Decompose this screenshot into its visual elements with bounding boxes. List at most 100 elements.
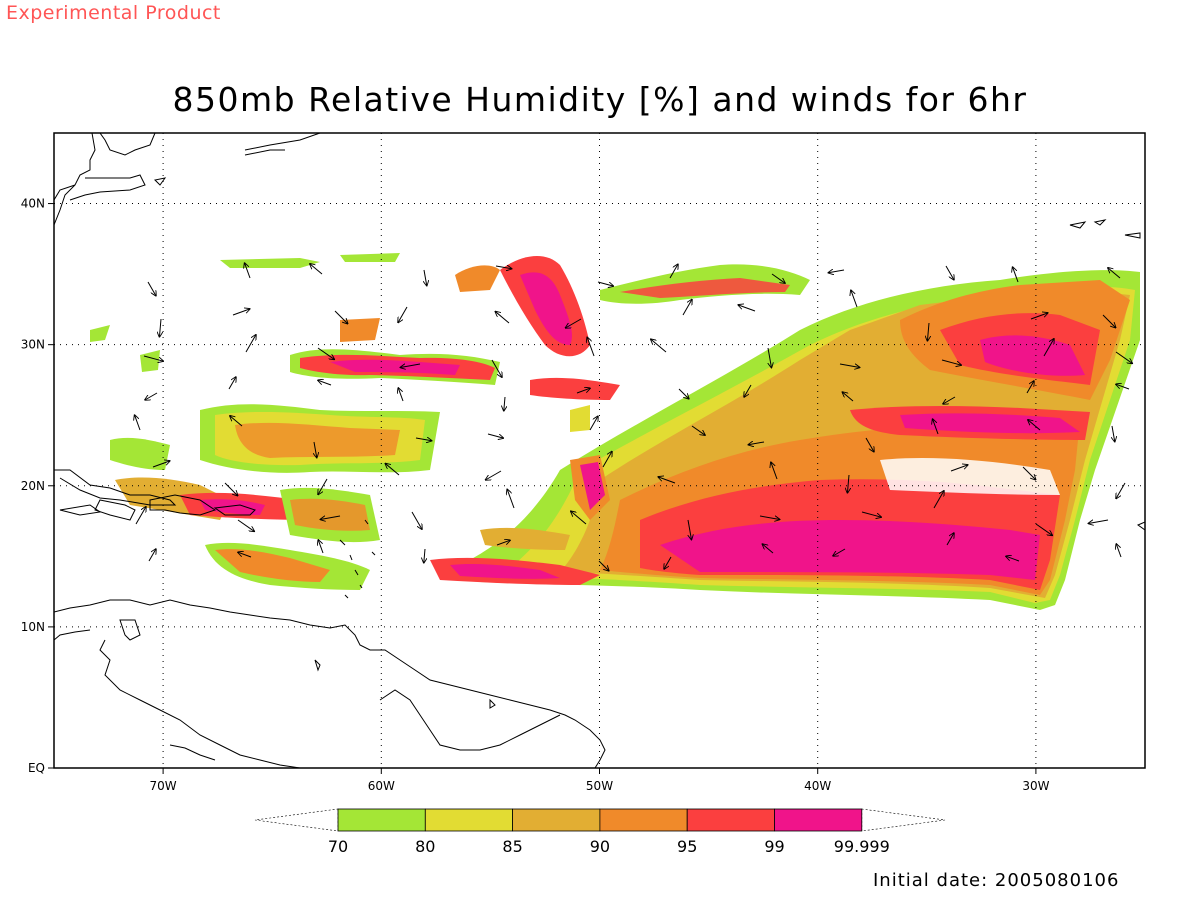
wind-arrow <box>318 540 324 554</box>
wind-arrow <box>1116 482 1126 499</box>
wind-arrow <box>320 515 341 519</box>
colorbar-label: 99.999 <box>834 837 890 856</box>
wind-arrow <box>400 363 421 367</box>
colorbar-label: 90 <box>590 837 610 856</box>
wind-arrow <box>496 540 510 546</box>
wind-arrow <box>1116 384 1130 390</box>
wind-arrow <box>148 549 156 562</box>
wind-arrow <box>833 548 846 556</box>
latitude-ticks: 40N 30N 20N 10N EQ <box>21 197 54 775</box>
wind-arrow <box>1022 466 1036 480</box>
wind-arrow <box>565 318 582 328</box>
map-title: 850mb Relative Humidity [%] and winds fo… <box>172 80 1028 119</box>
wind-arrow <box>682 299 692 316</box>
wind-arrow <box>1043 339 1054 357</box>
wind-arrow <box>839 363 860 367</box>
wind-arrow <box>398 306 408 323</box>
wind-arrow <box>678 388 689 399</box>
wind-arrow <box>589 416 598 431</box>
wind-arrow <box>1115 351 1132 363</box>
wind-arrow <box>237 519 254 531</box>
wind-arrow <box>1006 556 1020 562</box>
wind-arrow <box>232 309 250 316</box>
wind-arrow <box>228 377 236 390</box>
wind-vectors <box>135 263 1133 571</box>
wind-arrow <box>491 359 502 377</box>
wind-arrow <box>687 519 691 540</box>
colorbar: 70 80 85 90 95 99 99.999 <box>254 808 946 856</box>
wind-arrow <box>762 544 774 554</box>
colorbar-label: 80 <box>415 837 435 856</box>
colorbar-swatch <box>512 808 601 832</box>
wind-arrow <box>933 491 944 509</box>
wind-arrow <box>398 388 404 402</box>
wind-arrow <box>1026 381 1034 394</box>
wind-arrow <box>771 462 778 480</box>
wind-arrow <box>245 263 251 279</box>
lat-tick-label: 30N <box>21 338 45 352</box>
lon-tick-label: 30W <box>1022 779 1049 793</box>
wind-arrow <box>651 339 667 353</box>
colorbar-swatch <box>686 808 775 832</box>
colorbar-swatch <box>337 808 426 832</box>
lon-tick-label: 40W <box>804 779 831 793</box>
lon-tick-label: 60W <box>368 779 395 793</box>
wind-arrow <box>238 552 252 558</box>
wind-arrow <box>310 264 323 275</box>
wind-arrow <box>495 311 510 324</box>
wind-arrow <box>842 392 854 402</box>
wind-arrow <box>424 269 427 286</box>
wind-arrow <box>318 380 332 386</box>
wind-arrow <box>385 463 400 476</box>
wind-arrow <box>1028 420 1041 431</box>
wind-arrow <box>1013 267 1019 283</box>
wind-arrow <box>1112 425 1115 442</box>
wind-arrow <box>602 451 612 468</box>
experimental-product-label: Experimental Product <box>6 2 221 24</box>
wind-arrow <box>767 347 771 368</box>
wind-arrow <box>571 511 587 525</box>
wind-arrow <box>865 437 874 452</box>
wind-arrow <box>147 281 156 296</box>
wind-arrow <box>847 474 849 493</box>
colorbar-right-extension <box>861 808 946 832</box>
lon-tick-label: 70W <box>150 779 177 793</box>
wind-arrow <box>230 416 243 427</box>
wind-arrow <box>318 478 328 495</box>
wind-arrow <box>748 442 765 445</box>
wind-arrow <box>927 322 929 341</box>
colorbar-label: 85 <box>502 837 522 856</box>
colorbar-left-extension <box>254 808 339 832</box>
wind-arrow <box>598 560 609 571</box>
wind-arrow <box>861 511 881 517</box>
wind-arrow <box>576 388 590 394</box>
wind-arrow <box>495 266 512 269</box>
lat-tick-label: 40N <box>21 197 45 211</box>
wind-arrow <box>487 433 503 438</box>
lat-tick-label: 20N <box>21 479 45 493</box>
colorbar-swatch <box>424 808 513 832</box>
wind-arrow <box>597 281 613 286</box>
wind-arrow <box>1102 314 1116 328</box>
colorbar-swatch <box>774 808 863 832</box>
wind-arrow <box>1088 519 1109 523</box>
wind-arrow <box>334 310 348 324</box>
wind-arrow <box>587 337 595 357</box>
wind-arrow <box>135 507 146 525</box>
wind-arrow <box>1108 268 1121 279</box>
wind-arrow <box>507 489 515 509</box>
wind-arrow <box>415 438 432 441</box>
lat-tick-label: 10N <box>21 620 45 634</box>
coastlines <box>54 133 1145 768</box>
wind-arrow <box>1116 544 1122 558</box>
wind-arrow <box>759 515 780 519</box>
wind-arrow <box>145 392 158 400</box>
wind-arrow <box>152 461 170 468</box>
wind-arrow <box>317 347 334 359</box>
wind-arrow <box>771 273 785 283</box>
wind-arrow <box>485 470 502 480</box>
wind-arrow <box>143 355 163 361</box>
wind-arrow <box>424 548 425 563</box>
wind-arrow <box>159 318 161 337</box>
wind-arrow <box>504 396 505 411</box>
